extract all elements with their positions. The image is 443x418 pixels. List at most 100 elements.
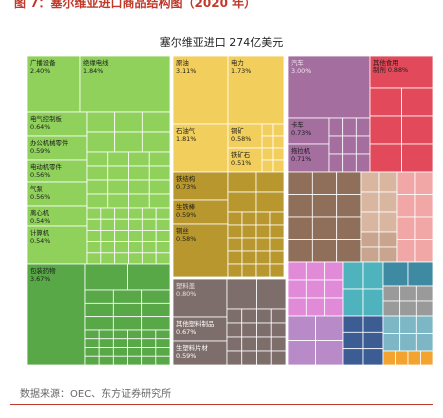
treemap-tile	[420, 350, 434, 366]
treemap-tile	[360, 211, 380, 233]
treemap-tile	[226, 322, 243, 338]
treemap-tile	[305, 279, 326, 299]
tile-label-21: 塑料盖	[176, 281, 196, 290]
treemap-tile	[241, 308, 257, 324]
treemap-tile	[269, 263, 285, 278]
tile-label-0: 广播设备	[30, 58, 56, 67]
treemap-tile	[311, 216, 338, 240]
tile-label-3: 办公机械零件	[30, 138, 69, 147]
treemap-tile	[272, 159, 285, 173]
treemap-tile	[362, 288, 384, 317]
treemap-tile	[107, 193, 129, 209]
treemap-tile	[382, 333, 401, 352]
treemap-tile	[155, 218, 171, 231]
treemap-tile	[255, 263, 271, 278]
treemap-tile	[141, 316, 171, 331]
tile-label-8: 包装药物	[30, 266, 56, 275]
treemap-tile	[382, 315, 401, 334]
treemap-tile	[227, 224, 243, 239]
treemap-tile	[255, 211, 271, 226]
tile-label-9: 原油	[176, 58, 189, 67]
treemap-tile	[112, 347, 128, 357]
treemap-tile	[360, 191, 380, 213]
treemap-tile	[114, 252, 129, 265]
treemap-tile	[261, 159, 274, 173]
treemap-tile	[141, 329, 157, 340]
tile-value-12: 0.58%	[231, 135, 251, 143]
treemap-tile	[407, 261, 434, 287]
treemap-tile	[256, 278, 287, 310]
treemap-tile	[401, 87, 434, 117]
treemap-tile	[355, 153, 371, 173]
treemap-tile-21	[172, 278, 228, 318]
treemap-tile	[256, 308, 272, 324]
treemap-tile	[378, 231, 398, 248]
treemap-tile	[114, 229, 129, 242]
treemap-tile	[270, 336, 287, 352]
treemap-tile	[100, 241, 116, 254]
treemap-tile	[241, 336, 257, 352]
tile-label-1: 绝缘电线	[83, 58, 109, 67]
treemap-tile	[98, 338, 114, 348]
treemap-tile	[100, 229, 116, 242]
treemap-tile	[261, 135, 274, 149]
treemap-tile	[112, 338, 128, 348]
treemap-tile	[128, 179, 150, 195]
treemap-tile	[141, 302, 171, 318]
treemap-tile	[84, 289, 114, 304]
treemap-tile	[315, 315, 344, 341]
treemap-tile	[396, 171, 416, 195]
treemap-tile	[155, 241, 171, 254]
treemap-tile	[241, 322, 257, 338]
treemap-tile	[98, 355, 114, 366]
treemap-tile	[255, 250, 271, 265]
treemap-tile	[128, 229, 143, 242]
treemap-tile	[241, 250, 257, 265]
treemap-tile	[86, 241, 102, 254]
tile-value-11: 1.81%	[176, 135, 196, 143]
treemap-tile-0	[26, 55, 81, 113]
tile-value-14: 3.00%	[291, 67, 311, 75]
treemap-tile	[342, 331, 364, 350]
tile-label-5: 气泵	[30, 184, 43, 193]
treemap-tile	[155, 207, 171, 220]
treemap-tile	[362, 315, 384, 333]
treemap-tile	[226, 336, 243, 352]
treemap-tile	[287, 216, 313, 240]
treemap-tile	[84, 263, 128, 291]
treemap-tile	[355, 135, 371, 155]
treemap-tile	[84, 347, 100, 357]
tile-value-15: 制剂 0.88%	[373, 65, 408, 74]
tile-value-4: 0.56%	[30, 171, 50, 179]
treemap-tile	[360, 231, 380, 248]
treemap-tile-10	[227, 55, 285, 125]
tile-label-19: 生铁棒	[176, 202, 196, 211]
treemap-tile	[256, 350, 272, 366]
treemap-tile	[155, 229, 171, 242]
treemap-tile	[378, 171, 398, 193]
treemap-tile	[100, 218, 116, 231]
treemap-tile	[369, 115, 402, 145]
treemap-tile	[287, 315, 316, 341]
treemap-tile	[100, 207, 116, 220]
treemap-tile	[141, 347, 157, 357]
treemap-tile	[401, 143, 434, 173]
treemap-tile	[399, 300, 417, 317]
treemap-tile	[241, 263, 257, 278]
treemap-tile	[114, 218, 129, 231]
treemap-tile	[336, 194, 362, 218]
tile-value-22: 0.67%	[176, 328, 196, 336]
treemap-tile	[112, 355, 128, 366]
treemap-tile-8	[26, 263, 86, 366]
treemap-tile	[227, 250, 243, 265]
treemap-tile	[255, 237, 271, 252]
treemap-tile	[86, 111, 116, 133]
treemap-tile	[155, 355, 171, 366]
treemap-tile	[315, 340, 344, 366]
treemap-tile-18	[172, 171, 229, 201]
treemap-tile	[401, 115, 434, 145]
treemap-tile	[128, 241, 143, 254]
treemap-tile	[395, 350, 409, 366]
treemap-tile	[84, 338, 100, 348]
treemap-tile	[311, 171, 338, 195]
